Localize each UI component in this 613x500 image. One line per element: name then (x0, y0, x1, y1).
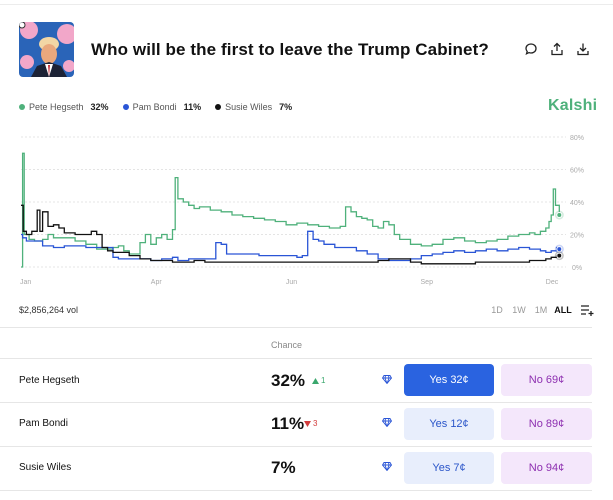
divider (0, 402, 592, 403)
top-divider (0, 4, 613, 5)
table-row: Pam Bondi 11% 3 Yes 12¢ No 89¢ (0, 402, 613, 446)
market-title: Who will be the first to leave the Trump… (91, 40, 489, 59)
outcome-chance: 7% (271, 458, 296, 477)
yes-button-hegseth[interactable]: Yes 32¢ (404, 364, 494, 396)
divider (0, 358, 592, 359)
outcome-chance: 11% (271, 414, 305, 433)
outcome-name: Pete Hegseth (19, 375, 80, 386)
y-tick-label: 20% (570, 233, 584, 240)
chart-legend: Pete Hegseth 32% Pam Bondi 11% Susie Wil… (19, 102, 292, 112)
triangle-down-icon (304, 420, 311, 427)
legend-item-wiles: Susie Wiles 7% (215, 102, 292, 112)
chance-change: 3 (304, 419, 317, 428)
chance-change-value: 1 (321, 376, 326, 385)
legend-dot-icon (122, 104, 129, 110)
y-tick-label: 40% (570, 200, 584, 207)
price-history-chart: 80% 60% 40% 20% 0% Jan Apr Jun Sep Dec (20, 135, 584, 286)
legend-label: Pam Bondi (132, 102, 177, 112)
divider (0, 490, 592, 491)
range-1d[interactable]: 1D (491, 305, 503, 315)
y-tick-label: 60% (570, 168, 584, 175)
portrait-image (19, 22, 74, 77)
volume-label: $2,856,264 vol (19, 305, 79, 315)
range-1w[interactable]: 1W (512, 305, 526, 315)
x-tick-label: Sep (421, 279, 434, 286)
diamond-icon[interactable] (382, 418, 392, 427)
legend-label: Susie Wiles (225, 102, 273, 112)
legend-value: 11% (183, 102, 202, 112)
legend-value: 7% (279, 102, 293, 112)
triangle-up-icon (312, 377, 319, 384)
x-tick-label: Dec (546, 279, 559, 286)
legend-item-bondi: Pam Bondi 11% (122, 102, 202, 112)
range-1m[interactable]: 1M (534, 305, 548, 315)
yes-button-wiles[interactable]: Yes 7¢ (404, 452, 494, 484)
yes-button-bondi[interactable]: Yes 12¢ (404, 408, 494, 440)
market-actions (524, 42, 590, 56)
comment-icon[interactable] (524, 42, 538, 56)
divider (0, 446, 592, 447)
download-icon[interactable] (576, 42, 590, 56)
legend-label: Pete Hegseth (29, 102, 84, 112)
series-line-pete-hegseth (21, 152, 560, 268)
time-range-selector: 1D 1W 1M ALL (486, 304, 594, 316)
table-row: Pete Hegseth 32% 1 Yes 32¢ No 69¢ (0, 358, 613, 402)
filter-list-icon[interactable] (580, 304, 594, 316)
share-icon[interactable] (550, 42, 564, 56)
legend-dot-icon (215, 104, 222, 110)
legend-item-hegseth: Pete Hegseth 32% (19, 102, 109, 112)
y-tick-label: 80% (570, 135, 584, 142)
x-tick-label: Jun (286, 279, 297, 286)
chance-change: 1 (312, 376, 325, 385)
x-tick-label: Apr (151, 279, 163, 286)
brand-logo: Kalshi (548, 97, 598, 114)
series-endpoint (556, 212, 563, 218)
market-thumbnail (19, 22, 74, 77)
series-endpoint (556, 252, 563, 259)
diamond-icon[interactable] (382, 375, 392, 384)
legend-dot-icon (19, 104, 25, 110)
series-line-susie-wiles (21, 204, 560, 265)
no-button-bondi[interactable]: No 89¢ (501, 408, 592, 440)
chance-column-header: Chance (271, 340, 303, 350)
outcome-chance: 32% (271, 371, 306, 390)
no-button-wiles[interactable]: No 94¢ (501, 452, 592, 484)
no-button-hegseth[interactable]: No 69¢ (501, 364, 592, 396)
x-tick-label: Jan (20, 279, 31, 286)
range-all[interactable]: ALL (554, 305, 572, 315)
series-endpoint (556, 246, 563, 253)
outcome-name: Susie Wiles (19, 462, 72, 473)
outcome-name: Pam Bondi (19, 418, 68, 429)
chance-change-value: 3 (313, 419, 318, 428)
legend-value: 32% (90, 102, 109, 112)
table-row: Susie Wiles 7% Yes 7¢ No 94¢ (0, 446, 613, 490)
divider (0, 327, 592, 328)
y-tick-label: 0% (572, 265, 582, 272)
diamond-icon[interactable] (382, 462, 392, 471)
